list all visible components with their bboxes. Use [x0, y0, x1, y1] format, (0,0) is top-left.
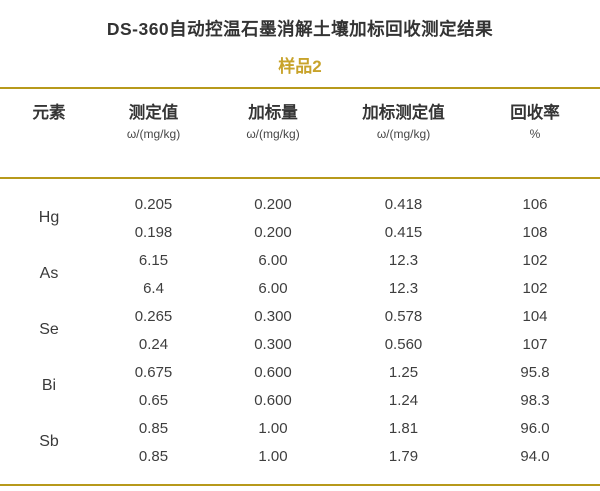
- table-top-rule: [0, 87, 600, 89]
- value-cell: 95.8: [520, 363, 550, 381]
- value-cell: 0.205: [134, 195, 173, 213]
- value-cell: 0.415: [384, 223, 423, 241]
- table-row: Se 0.265 0.300 0.578 104: [0, 302, 600, 339]
- value-cell: 12.3: [388, 251, 419, 269]
- table-row: 0.24 0.300 0.560 107: [0, 330, 600, 358]
- value-cell: 12.3: [388, 279, 419, 297]
- value-cell: 6.4: [143, 279, 164, 297]
- col-header-spiked-amount: 加标量 ω/(mg/kg): [209, 89, 337, 179]
- value-cell: 6.00: [258, 279, 288, 297]
- table-row: 0.85 1.00 1.79 94.0: [0, 442, 600, 470]
- element-cell: Bi: [41, 377, 57, 394]
- element-cell: Se: [39, 321, 59, 338]
- element-cell: Hg: [38, 209, 60, 226]
- col-header-label: 加标量: [248, 104, 298, 122]
- col-header-recovery: 回收率 %: [470, 89, 600, 179]
- col-header-label: 回收率: [510, 104, 560, 122]
- table-header-row: 元素 测定值 ω/(mg/kg) 加标量 ω/(mg/kg) 加标测定值 ω/(…: [0, 89, 600, 179]
- col-header-unit: %: [529, 127, 541, 141]
- value-cell: 0.265: [134, 307, 173, 325]
- results-table: 元素 测定值 ω/(mg/kg) 加标量 ω/(mg/kg) 加标测定值 ω/(…: [0, 89, 600, 486]
- value-cell: 6.00: [258, 251, 288, 269]
- table-row: 0.65 0.600 1.24 98.3: [0, 386, 600, 414]
- value-cell: 104: [522, 307, 548, 325]
- value-cell: 96.0: [520, 419, 550, 437]
- page-title: DS-360自动控温石墨消解土壤加标回收测定结果: [106, 19, 494, 39]
- value-cell: 0.200: [254, 223, 292, 241]
- col-header-element: 元素: [0, 89, 98, 179]
- value-cell: 0.85: [138, 419, 169, 437]
- col-header-label: 元素: [32, 104, 66, 122]
- value-cell: 94.0: [520, 447, 550, 465]
- value-cell: 1.24: [388, 391, 419, 409]
- value-cell: 107: [522, 335, 548, 353]
- value-cell: 108: [522, 223, 548, 241]
- element-cell: Sb: [39, 433, 59, 450]
- value-cell: 0.65: [138, 391, 169, 409]
- col-header-spiked-measured: 加标测定值 ω/(mg/kg): [337, 89, 470, 179]
- value-cell: 98.3: [520, 391, 550, 409]
- value-cell: 106: [522, 195, 548, 213]
- value-cell: 1.25: [388, 363, 419, 381]
- value-cell: 0.560: [384, 335, 423, 353]
- table-row: Hg 0.205 0.200 0.418 106: [0, 190, 600, 227]
- col-header-unit: ω/(mg/kg): [376, 127, 431, 141]
- value-cell: 0.200: [254, 195, 292, 213]
- value-cell: 0.300: [254, 307, 292, 325]
- value-cell: 0.198: [134, 223, 173, 241]
- value-cell: 1.00: [258, 419, 288, 437]
- col-header-label: 测定值: [128, 104, 179, 122]
- sample-subtitle: 样品2: [278, 57, 322, 76]
- value-cell: 0.600: [254, 363, 292, 381]
- value-cell: 0.418: [384, 195, 423, 213]
- table-row: As 6.15 6.00 12.3 102: [0, 246, 600, 283]
- value-cell: 0.578: [384, 307, 423, 325]
- value-cell: 102: [522, 279, 548, 297]
- col-header-unit: ω/(mg/kg): [126, 127, 181, 141]
- value-cell: 102: [522, 251, 548, 269]
- table-row: 0.198 0.200 0.415 108: [0, 218, 600, 246]
- value-cell: 1.81: [388, 419, 419, 437]
- value-cell: 1.79: [388, 447, 419, 465]
- value-cell: 1.00: [258, 447, 288, 465]
- col-header-measured: 测定值 ω/(mg/kg): [98, 89, 209, 179]
- value-cell: 0.675: [134, 363, 173, 381]
- value-cell: 6.15: [138, 251, 169, 269]
- value-cell: 0.600: [254, 391, 292, 409]
- col-header-label: 加标测定值: [362, 104, 445, 122]
- table-row: Bi 0.675 0.600 1.25 95.8: [0, 358, 600, 395]
- table-row: 6.4 6.00 12.3 102: [0, 274, 600, 302]
- value-cell: 0.300: [254, 335, 292, 353]
- col-header-unit: ω/(mg/kg): [246, 127, 300, 141]
- value-cell: 0.24: [138, 335, 169, 353]
- value-cell: 0.85: [138, 447, 169, 465]
- element-cell: As: [39, 265, 59, 282]
- table-row: Sb 0.85 1.00 1.81 96.0: [0, 414, 600, 451]
